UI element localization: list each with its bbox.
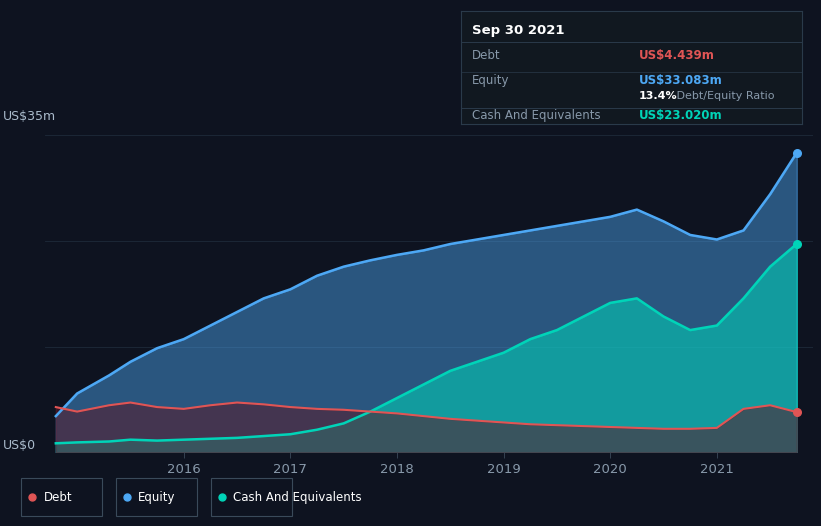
Text: Debt/Equity Ratio: Debt/Equity Ratio (672, 92, 774, 102)
Text: US$23.020m: US$23.020m (639, 109, 722, 122)
Point (791, 408, 804, 417)
Text: 13.4%: 13.4% (639, 92, 677, 102)
Text: Cash And Equivalents: Cash And Equivalents (233, 491, 362, 503)
Text: Debt: Debt (44, 491, 72, 503)
Text: Cash And Equivalents: Cash And Equivalents (471, 109, 600, 122)
Text: US$33.083m: US$33.083m (639, 74, 722, 87)
Text: US$4.439m: US$4.439m (639, 49, 714, 62)
Text: Equity: Equity (471, 74, 509, 87)
Text: US$0: US$0 (3, 439, 36, 452)
Text: US$35m: US$35m (3, 110, 56, 123)
Point (791, 240, 804, 248)
Point (791, 148, 804, 157)
Text: Debt: Debt (471, 49, 500, 62)
Text: Sep 30 2021: Sep 30 2021 (471, 24, 564, 37)
Text: Equity: Equity (139, 491, 176, 503)
